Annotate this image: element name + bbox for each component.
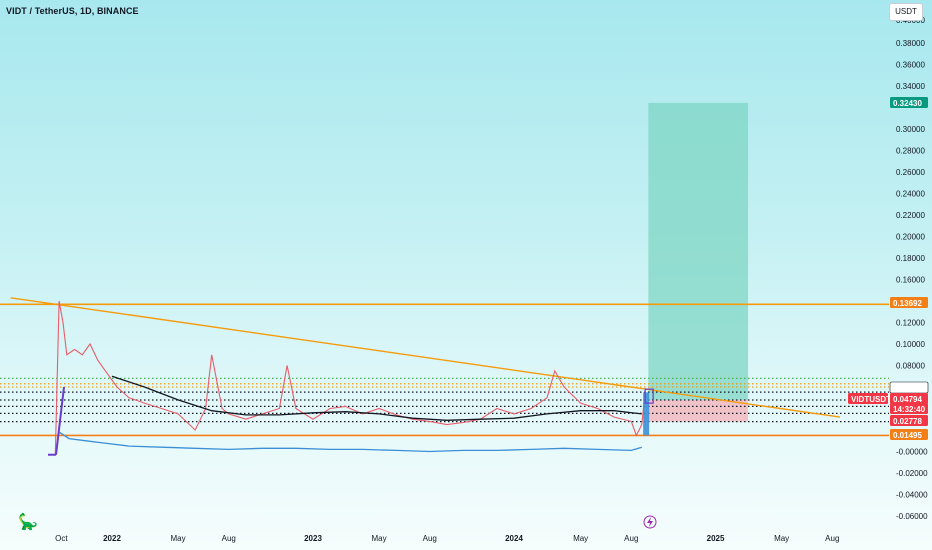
- y-tick-label: 0.38000: [896, 39, 925, 48]
- current-candle-box: [644, 388, 654, 404]
- y-tick-label: 0.08000: [896, 362, 925, 371]
- x-tick-label: Aug: [825, 534, 839, 543]
- x-tick-label: May: [372, 534, 387, 543]
- y-tick-label: -0.02000: [896, 469, 928, 478]
- price-tag: 14:32:40: [893, 405, 926, 414]
- y-tick-label: 0.26000: [896, 168, 925, 177]
- x-tick-label: 2025: [707, 534, 725, 543]
- y-tick-label: -0.00000: [896, 448, 928, 457]
- x-tick-label: May: [171, 534, 186, 543]
- x-tick-label: Aug: [624, 534, 638, 543]
- series-lower-band: [58, 431, 642, 453]
- current-candle: [643, 392, 650, 436]
- y-tick-label: -0.04000: [896, 491, 928, 500]
- y-tick-label: 0.22000: [896, 211, 925, 220]
- price-tag-bg: [890, 97, 928, 108]
- x-tick-label: Aug: [423, 534, 437, 543]
- y-tick-label: 0.28000: [896, 147, 925, 156]
- price-tag: 0.13692: [893, 299, 922, 308]
- x-tick-label: 2024: [505, 534, 523, 543]
- series-moving-average: [111, 375, 642, 421]
- position-target-zone: [648, 102, 749, 400]
- y-tick-label: 0.12000: [896, 319, 925, 328]
- y-tick-label: 0.36000: [896, 61, 925, 70]
- x-tick-label: Oct: [55, 534, 68, 543]
- x-tick-label: 2022: [103, 534, 121, 543]
- descending-trendline: [10, 297, 841, 418]
- y-tick-label: -0.06000: [896, 512, 928, 521]
- price-tag: 0.02778: [893, 417, 922, 426]
- price-tag-bg: [890, 393, 928, 404]
- y-tick-label: 0.10000: [896, 340, 925, 349]
- symbol-title[interactable]: VIDT / TetherUS, 1D, BINANCE: [6, 6, 139, 16]
- launch-candle-rise: [55, 386, 65, 455]
- price-tag: 0.01495: [893, 431, 922, 440]
- y-tick-label: 0.30000: [896, 125, 925, 134]
- price-tag-bg: [848, 393, 888, 404]
- x-tick-label: May: [573, 534, 588, 543]
- lightning-icon: [643, 515, 657, 529]
- tradingview-dino-icon[interactable]: 🦕: [18, 514, 38, 531]
- price-tag: 0.04794: [893, 395, 922, 404]
- position-stop-zone: [648, 399, 749, 422]
- x-tick-label: Aug: [222, 534, 236, 543]
- y-tick-label: 0.18000: [896, 254, 925, 263]
- price-tag-bg: [890, 429, 928, 440]
- y-tick-label: 0.24000: [896, 190, 925, 199]
- y-tick-label: 0.34000: [896, 82, 925, 91]
- price-tag-bg: [890, 297, 928, 308]
- price-tag: 0.32430: [893, 99, 922, 108]
- currency-button[interactable]: USDT: [889, 3, 923, 21]
- price-tag: VIDTUSDT: [851, 395, 891, 404]
- price-tag-bg: [890, 415, 928, 426]
- x-tick-label: May: [774, 534, 789, 543]
- price-tag: 0.05520: [893, 384, 922, 393]
- x-tick-label: 2023: [304, 534, 322, 543]
- price-tag-bg: [890, 403, 928, 414]
- y-tick-label: 0.20000: [896, 233, 925, 242]
- y-tick-label: 0.16000: [896, 276, 925, 285]
